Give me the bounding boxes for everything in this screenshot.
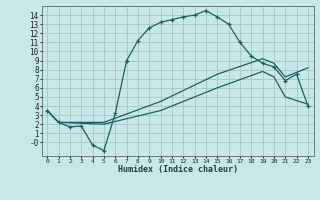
X-axis label: Humidex (Indice chaleur): Humidex (Indice chaleur) — [118, 165, 237, 174]
